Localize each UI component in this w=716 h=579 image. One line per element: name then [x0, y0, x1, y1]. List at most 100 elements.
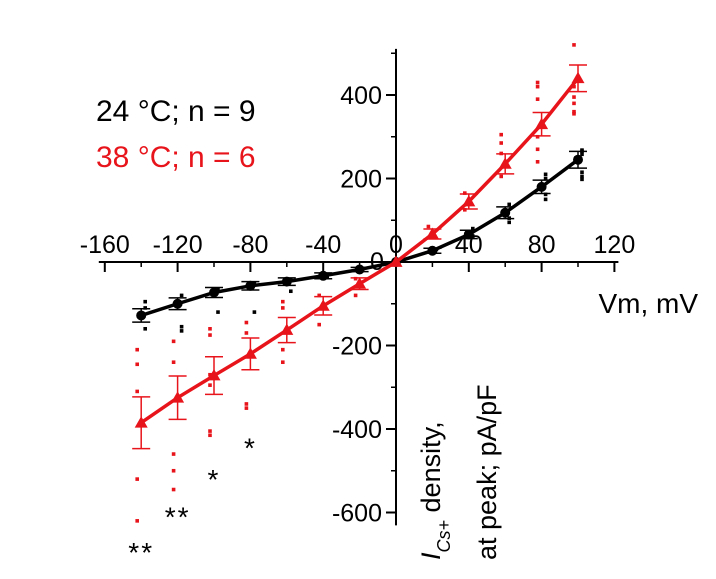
significance-label-0: ** — [128, 537, 154, 568]
data-point-24c-9 — [463, 229, 474, 240]
scatter-point-38c-36 — [535, 147, 540, 152]
scatter-point-38c-30 — [463, 191, 467, 195]
data-point-38c-7 — [389, 255, 403, 267]
data-point-24c-1 — [172, 298, 183, 309]
x-tick-label-2: -80 — [232, 231, 268, 259]
series-line-38c — [140, 77, 580, 425]
scatter-point-38c-16 — [244, 320, 249, 325]
y-axis-label-rest: density, — [416, 421, 446, 520]
data-point-38c-6 — [353, 277, 367, 289]
scatter-point-38c-19 — [244, 406, 249, 410]
scatter-point-38c-13 — [208, 383, 212, 387]
scatter-point-24c-11 — [289, 289, 293, 294]
y-tick-label-1: -400 — [332, 416, 382, 444]
scatter-point-38c-11 — [208, 333, 212, 337]
y-axis-label-subscript: Cs+ — [434, 520, 454, 553]
scatter-point-38c-5 — [171, 339, 176, 344]
scatter-point-38c-24 — [317, 293, 321, 298]
scatter-point-38c-22 — [281, 347, 285, 352]
data-point-24c-6 — [354, 264, 365, 275]
scatter-point-24c-2 — [143, 327, 147, 331]
scatter-point-24c-3 — [179, 293, 184, 298]
scatter-point-24c-7 — [216, 310, 220, 314]
y-axis-label-line2: at peak; pA/pF — [472, 384, 502, 560]
scatter-point-38c-42 — [572, 109, 576, 114]
data-point-38c-3 — [243, 347, 257, 359]
x-tick-label-4: 0 — [389, 231, 403, 259]
x-tick-label-1: -120 — [153, 231, 203, 259]
scatter-point-24c-23 — [580, 177, 584, 182]
data-point-38c-11 — [535, 117, 549, 130]
scatter-point-38c-38 — [535, 97, 540, 101]
data-point-24c-2 — [209, 287, 219, 298]
x-axis-label: Vm, mV — [598, 288, 698, 319]
scatter-point-24c-16 — [507, 220, 511, 225]
data-point-38c-0 — [134, 416, 148, 428]
scatter-point-38c-21 — [281, 306, 285, 310]
scatter-point-38c-0 — [135, 347, 139, 352]
scatter-point-38c-34 — [499, 132, 503, 137]
scatter-point-24c-20 — [543, 192, 548, 197]
axes — [98, 48, 619, 526]
scatter-point-38c-23 — [281, 360, 285, 364]
data-point-24c-3 — [245, 280, 256, 291]
x-tick-label-6: 80 — [528, 231, 556, 259]
scatter-point-38c-29 — [463, 208, 467, 212]
scatter-point-38c-17 — [244, 331, 249, 335]
scatter-point-24c-4 — [179, 324, 184, 329]
data-point-38c-9 — [462, 194, 476, 207]
scatter-point-38c-12 — [208, 372, 212, 377]
annotation-layer: ****** — [128, 432, 255, 568]
y-tick-label-0: -600 — [332, 500, 382, 528]
scatter-point-38c-46 — [572, 43, 576, 47]
data-point-38c-1 — [171, 391, 185, 403]
scatter-point-38c-4 — [135, 519, 139, 523]
scatter-point-38c-40 — [535, 80, 540, 85]
data-point-24c-10 — [500, 207, 511, 218]
scatter-point-38c-2 — [135, 389, 139, 394]
scatter-point-38c-25 — [317, 322, 321, 327]
data-point-38c-4 — [280, 323, 294, 335]
scatter-point-24c-18 — [507, 202, 511, 207]
significance-label-1: ** — [165, 501, 191, 532]
scatter-point-38c-6 — [171, 360, 176, 364]
scatter-point-24c-22 — [543, 172, 548, 177]
scatter-point-24c-15 — [471, 226, 475, 231]
y-axis-label: ICs+ density, at peak; pA/pF — [416, 384, 502, 560]
scatter-point-24c-24 — [580, 174, 584, 179]
scatter-point-38c-7 — [171, 452, 176, 456]
scatter-point-38c-18 — [244, 402, 249, 406]
significance-label-2: * — [208, 464, 221, 495]
scatter-point-38c-31 — [499, 174, 503, 179]
scatter-point-38c-9 — [171, 487, 176, 492]
scatter-point-24c-9 — [252, 310, 257, 314]
data-point-38c-8 — [425, 227, 439, 239]
scatter-point-38c-41 — [572, 111, 576, 116]
x-tick-label-3: -40 — [305, 231, 341, 259]
scatter-point-24c-1 — [143, 306, 147, 310]
legend-entry-38c: 38 °C; n = 6 — [96, 141, 256, 174]
x-tick-label-7: 120 — [594, 231, 636, 259]
scatter-point-24c-21 — [543, 176, 548, 181]
series-layer — [132, 64, 587, 450]
data-point-24c-5 — [318, 270, 329, 281]
data-point-38c-5 — [316, 299, 330, 311]
data-point-24c-12 — [573, 154, 583, 165]
legend: 24 °C; n = 9 38 °C; n = 6 — [96, 95, 256, 174]
scatter-point-38c-10 — [208, 327, 212, 331]
scatter-point-24c-0 — [143, 299, 147, 304]
scatter-point-38c-35 — [535, 160, 540, 164]
scatter-point-38c-14 — [208, 429, 212, 433]
data-point-24c-0 — [136, 310, 147, 321]
y-axis-label-line1: ICs+ density, — [416, 421, 454, 560]
legend-entry-24c: 24 °C; n = 9 — [96, 95, 256, 128]
y-axis-label-symbol: I — [416, 552, 446, 560]
scatter-point-24c-28 — [580, 148, 584, 152]
scatter-point-24c-5 — [179, 329, 184, 333]
scatter-point-38c-8 — [171, 468, 176, 473]
scatter-point-38c-3 — [135, 477, 139, 481]
data-point-24c-11 — [536, 181, 547, 192]
y-ticks: -600 -400 -200 200 400 0 — [332, 52, 396, 528]
data-point-38c-10 — [498, 157, 512, 169]
